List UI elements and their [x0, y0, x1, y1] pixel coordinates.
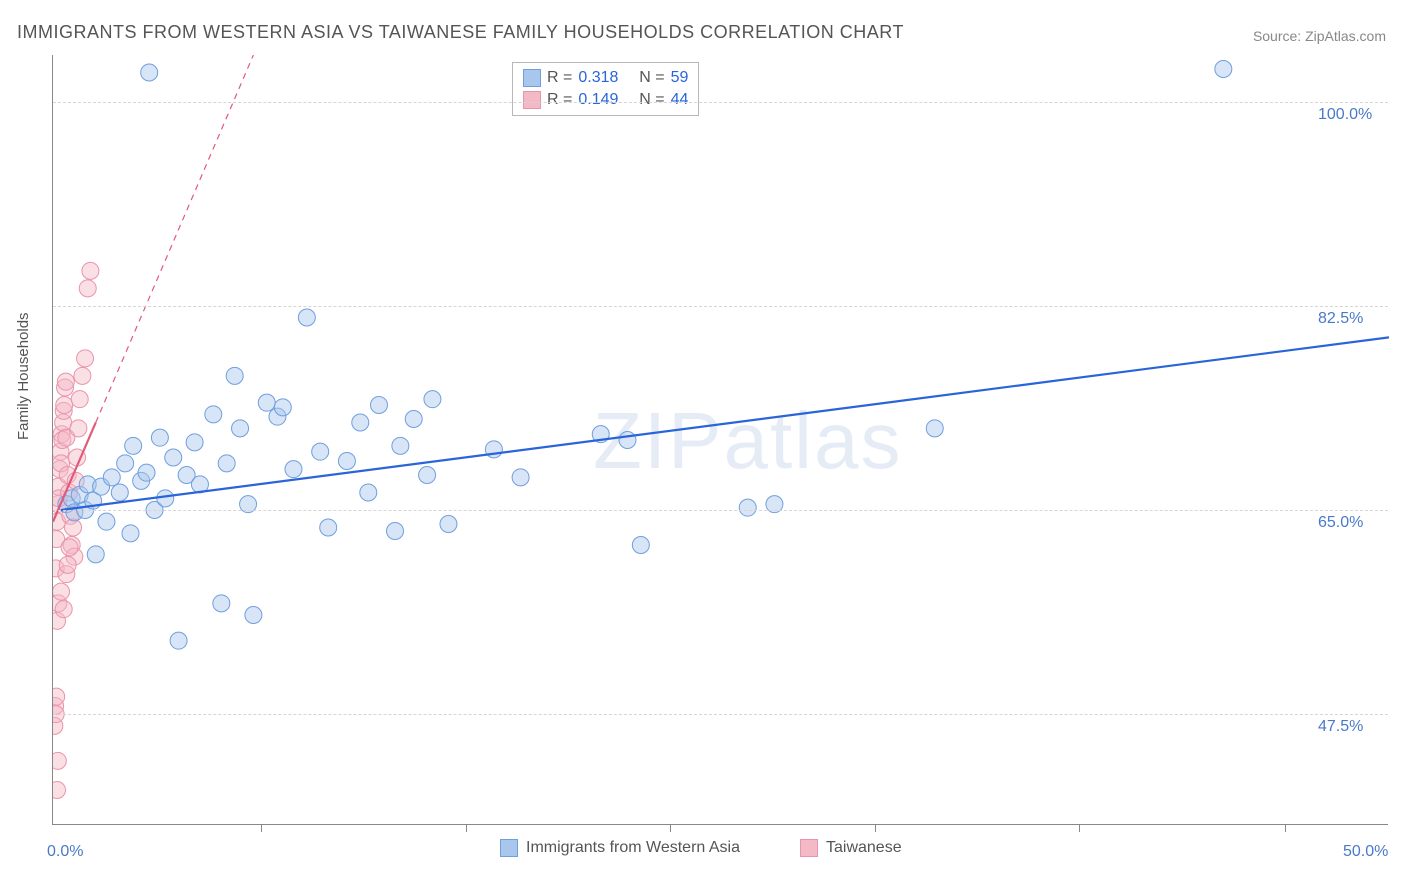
- x-tick-mark: [261, 824, 262, 832]
- data-point: [111, 484, 128, 501]
- data-point: [312, 443, 329, 460]
- n-label: N =: [639, 69, 664, 87]
- r-value: 0.149: [578, 91, 618, 109]
- gridline: [53, 306, 1388, 307]
- data-point: [370, 397, 387, 414]
- legend-swatch: [800, 839, 818, 857]
- data-point: [74, 367, 91, 384]
- legend-statistics: R = 0.318 N = 59 R = 0.149 N = 44: [512, 62, 699, 116]
- data-point: [57, 373, 74, 390]
- data-point: [424, 391, 441, 408]
- chart-svg: [53, 55, 1389, 825]
- data-point: [165, 449, 182, 466]
- legend-label: Taiwanese: [826, 839, 902, 857]
- swatch-pink: [523, 91, 541, 109]
- legend-item: Immigrants from Western Asia: [500, 839, 740, 857]
- data-point: [79, 280, 96, 297]
- data-point: [232, 420, 249, 437]
- n-value: 59: [671, 69, 689, 87]
- data-point: [274, 399, 291, 416]
- legend-label: Immigrants from Western Asia: [526, 839, 740, 857]
- y-tick-label: 47.5%: [1318, 718, 1363, 736]
- data-point: [170, 632, 187, 649]
- data-point: [87, 546, 104, 563]
- data-point: [205, 406, 222, 423]
- n-value: 44: [671, 91, 689, 109]
- x-tick-mark: [875, 824, 876, 832]
- data-point: [512, 469, 529, 486]
- data-point: [65, 519, 82, 536]
- source-attribution: Source: ZipAtlas.com: [1253, 28, 1386, 44]
- y-tick-label: 100.0%: [1318, 106, 1372, 124]
- data-point: [405, 411, 422, 428]
- x-tick-mark: [670, 824, 671, 832]
- y-tick-label: 82.5%: [1318, 310, 1363, 328]
- swatch-blue: [523, 69, 541, 87]
- data-point: [138, 464, 155, 481]
- gridline: [53, 102, 1388, 103]
- y-axis-label: Family Households: [15, 312, 32, 440]
- data-point: [285, 461, 302, 478]
- data-point: [53, 583, 70, 600]
- data-point: [226, 367, 243, 384]
- gridline: [53, 714, 1388, 715]
- n-label: N =: [639, 91, 664, 109]
- data-point: [122, 525, 139, 542]
- data-point: [298, 309, 315, 326]
- source-name: ZipAtlas.com: [1305, 28, 1386, 44]
- chart-title: IMMIGRANTS FROM WESTERN ASIA VS TAIWANES…: [17, 22, 904, 43]
- data-point: [213, 595, 230, 612]
- data-point: [117, 455, 134, 472]
- x-tick-label: 0.0%: [47, 843, 83, 861]
- x-tick-mark: [1285, 824, 1286, 832]
- data-point: [320, 519, 337, 536]
- legend-stat-row: R = 0.149 N = 44: [523, 89, 688, 111]
- data-point: [125, 437, 142, 454]
- data-point: [70, 420, 87, 437]
- data-point: [218, 455, 235, 472]
- data-point: [53, 782, 66, 799]
- data-point: [141, 64, 158, 81]
- data-point: [338, 453, 355, 470]
- plot-area: ZIPatlas R = 0.318 N = 59 R = 0.149 N = …: [52, 55, 1388, 825]
- data-point: [98, 513, 115, 530]
- data-point: [61, 539, 78, 556]
- data-point: [103, 469, 120, 486]
- data-point: [77, 350, 94, 367]
- data-point: [186, 434, 203, 451]
- data-point: [926, 420, 943, 437]
- x-tick-mark: [1079, 824, 1080, 832]
- data-point: [59, 556, 76, 573]
- data-point: [151, 429, 168, 446]
- data-point: [360, 484, 377, 501]
- data-point: [82, 262, 99, 279]
- r-label: R =: [547, 91, 572, 109]
- legend-stat-row: R = 0.318 N = 59: [523, 67, 688, 89]
- data-point: [245, 607, 262, 624]
- r-label: R =: [547, 69, 572, 87]
- data-point: [53, 688, 65, 705]
- data-point: [258, 394, 275, 411]
- data-point: [392, 437, 409, 454]
- data-point: [71, 391, 88, 408]
- legend-swatch: [500, 839, 518, 857]
- gridline: [53, 510, 1388, 511]
- data-point: [56, 397, 73, 414]
- data-point: [387, 523, 404, 540]
- r-value: 0.318: [578, 69, 618, 87]
- data-point: [1215, 61, 1232, 78]
- data-point: [419, 467, 436, 484]
- data-point: [739, 499, 756, 516]
- data-point: [619, 432, 636, 449]
- data-point: [632, 537, 649, 554]
- x-tick-label: 50.0%: [1343, 843, 1388, 861]
- data-point: [440, 516, 457, 533]
- data-point: [352, 414, 369, 431]
- source-prefix: Source:: [1253, 28, 1305, 44]
- y-tick-label: 65.0%: [1318, 514, 1363, 532]
- data-point: [53, 752, 66, 769]
- data-point: [55, 601, 72, 618]
- legend-item: Taiwanese: [800, 839, 902, 857]
- x-tick-mark: [466, 824, 467, 832]
